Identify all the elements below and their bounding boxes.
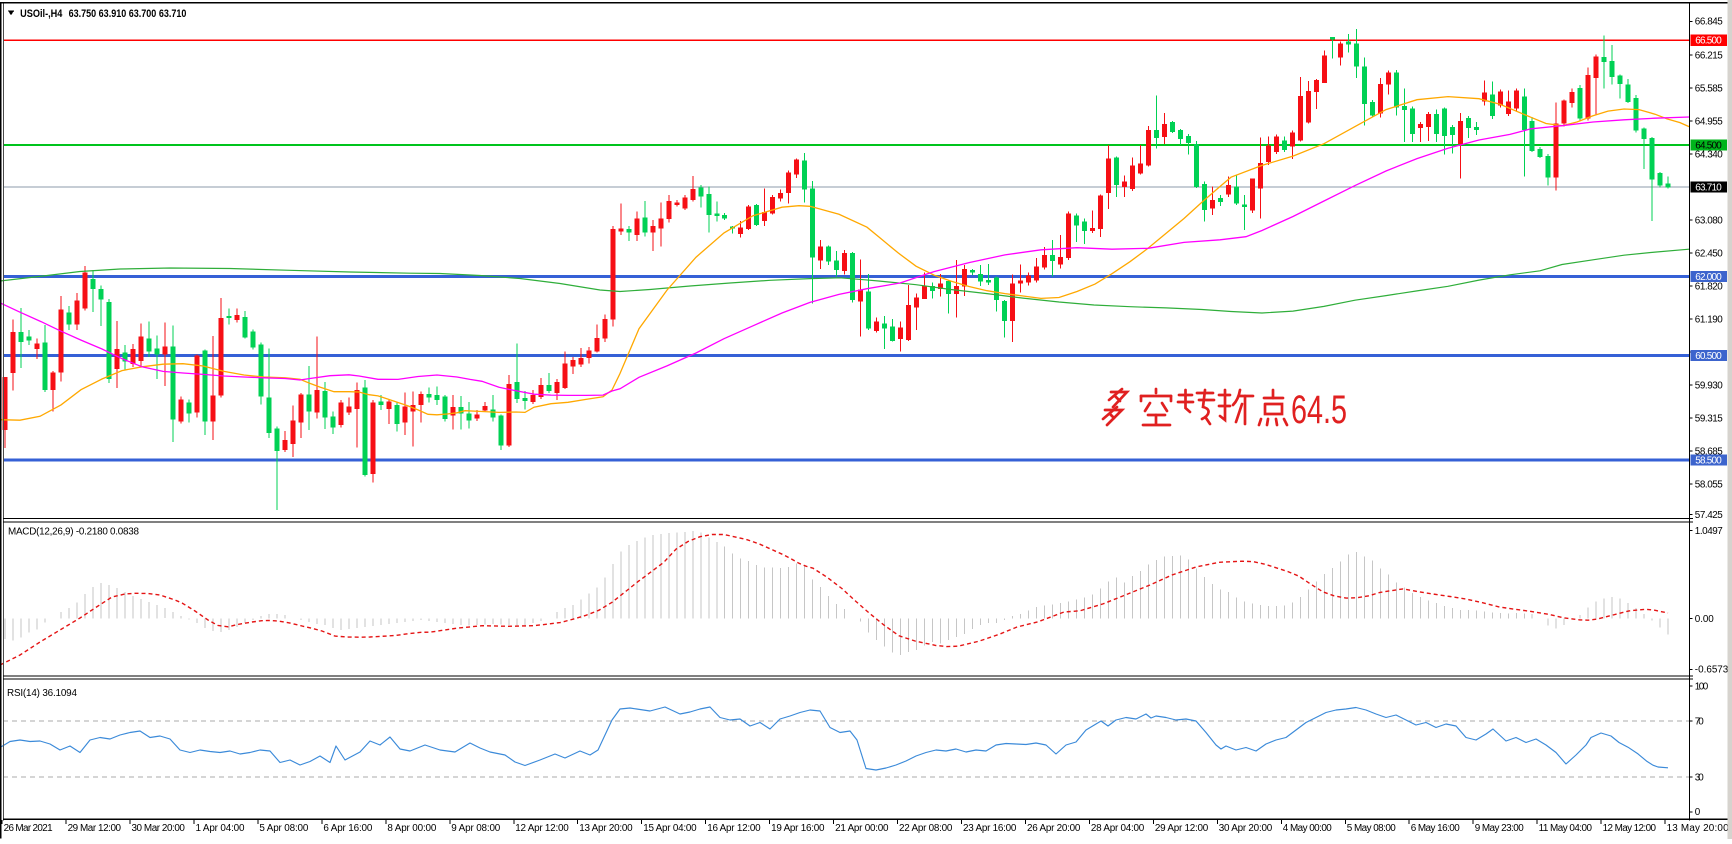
svg-text:70: 70 <box>1695 716 1705 727</box>
svg-text:-0.6573: -0.6573 <box>1695 665 1729 676</box>
svg-text:59.315: 59.315 <box>1695 413 1724 424</box>
svg-text:66.845: 66.845 <box>1695 17 1724 28</box>
svg-text:61.190: 61.190 <box>1695 314 1724 325</box>
svg-text:22 Apr 08:00: 22 Apr 08:00 <box>899 823 953 834</box>
svg-text:63.710: 63.710 <box>1695 183 1722 194</box>
svg-text:9 Apr 08:00: 9 Apr 08:00 <box>451 823 501 834</box>
svg-text:23 Apr 16:00: 23 Apr 16:00 <box>963 823 1017 834</box>
svg-text:16 Apr 12:00: 16 Apr 12:00 <box>707 823 761 834</box>
svg-text:64.500: 64.500 <box>1695 140 1722 151</box>
svg-text:9 May 23:00: 9 May 23:00 <box>1475 823 1525 834</box>
svg-text:26 Apr 20:00: 26 Apr 20:00 <box>1027 823 1081 834</box>
svg-text:29 Apr 12:00: 29 Apr 12:00 <box>1155 823 1209 834</box>
svg-text:12 May 12:00: 12 May 12:00 <box>1603 823 1657 834</box>
svg-text:1 Apr 04:00: 1 Apr 04:00 <box>196 823 246 834</box>
svg-text:57.425: 57.425 <box>1695 510 1724 521</box>
svg-text:21 Apr 00:00: 21 Apr 00:00 <box>835 823 889 834</box>
svg-text:64.955: 64.955 <box>1695 116 1724 127</box>
svg-text:30: 30 <box>1695 772 1705 783</box>
svg-text:60.500: 60.500 <box>1695 351 1722 362</box>
svg-text:64.340: 64.340 <box>1695 149 1724 160</box>
svg-text:62.450: 62.450 <box>1695 248 1724 259</box>
svg-text:63.080: 63.080 <box>1695 215 1724 226</box>
svg-text:13 May 20:00: 13 May 20:00 <box>1667 823 1730 834</box>
svg-text:8 Apr 00:00: 8 Apr 00:00 <box>387 823 437 834</box>
svg-text:65.585: 65.585 <box>1695 83 1724 94</box>
svg-text:26 Mar 2021: 26 Mar 2021 <box>4 823 54 834</box>
svg-text:64.5: 64.5 <box>1291 388 1347 432</box>
svg-text:1.0497: 1.0497 <box>1695 526 1723 537</box>
svg-text:6 Apr 16:00: 6 Apr 16:00 <box>323 823 373 834</box>
svg-text:30 Mar 20:00: 30 Mar 20:00 <box>132 823 186 834</box>
svg-text:29 Mar 12:00: 29 Mar 12:00 <box>68 823 122 834</box>
svg-text:58.500: 58.500 <box>1695 456 1722 467</box>
svg-text:30 Apr 20:00: 30 Apr 20:00 <box>1219 823 1273 834</box>
svg-text:4 May 00:00: 4 May 00:00 <box>1283 823 1333 834</box>
svg-text:63.750 63.910 63.700 63.710: 63.750 63.910 63.700 63.710 <box>69 8 187 20</box>
svg-text:59.930: 59.930 <box>1695 380 1724 391</box>
svg-text:5 Apr 08:00: 5 Apr 08:00 <box>259 823 309 834</box>
svg-text:5 May 08:00: 5 May 08:00 <box>1347 823 1397 834</box>
svg-text:28 Apr 04:00: 28 Apr 04:00 <box>1091 823 1145 834</box>
svg-text:0: 0 <box>1695 807 1701 818</box>
svg-text:61.820: 61.820 <box>1695 281 1724 292</box>
svg-text:13 Apr 20:00: 13 Apr 20:00 <box>579 823 633 834</box>
svg-text:19 Apr 16:00: 19 Apr 16:00 <box>771 823 825 834</box>
svg-text:58.055: 58.055 <box>1695 479 1724 490</box>
svg-text:100: 100 <box>1695 681 1709 692</box>
svg-text:USOil-,H4: USOil-,H4 <box>20 8 63 20</box>
svg-text:58.685: 58.685 <box>1695 446 1724 457</box>
svg-text:MACD(12,26,9) -0.2180 0.0838: MACD(12,26,9) -0.2180 0.0838 <box>8 527 140 538</box>
svg-text:62.000: 62.000 <box>1695 272 1722 283</box>
svg-text:0.00: 0.00 <box>1695 614 1715 625</box>
svg-text:66.215: 66.215 <box>1695 50 1724 61</box>
svg-text:11 May 04:00: 11 May 04:00 <box>1539 823 1593 834</box>
svg-text:15 Apr 04:00: 15 Apr 04:00 <box>643 823 697 834</box>
svg-text:RSI(14) 36.1094: RSI(14) 36.1094 <box>7 688 78 699</box>
svg-text:12 Apr 12:00: 12 Apr 12:00 <box>515 823 569 834</box>
svg-text:66.500: 66.500 <box>1695 36 1722 47</box>
svg-text:6 May 16:00: 6 May 16:00 <box>1411 823 1461 834</box>
